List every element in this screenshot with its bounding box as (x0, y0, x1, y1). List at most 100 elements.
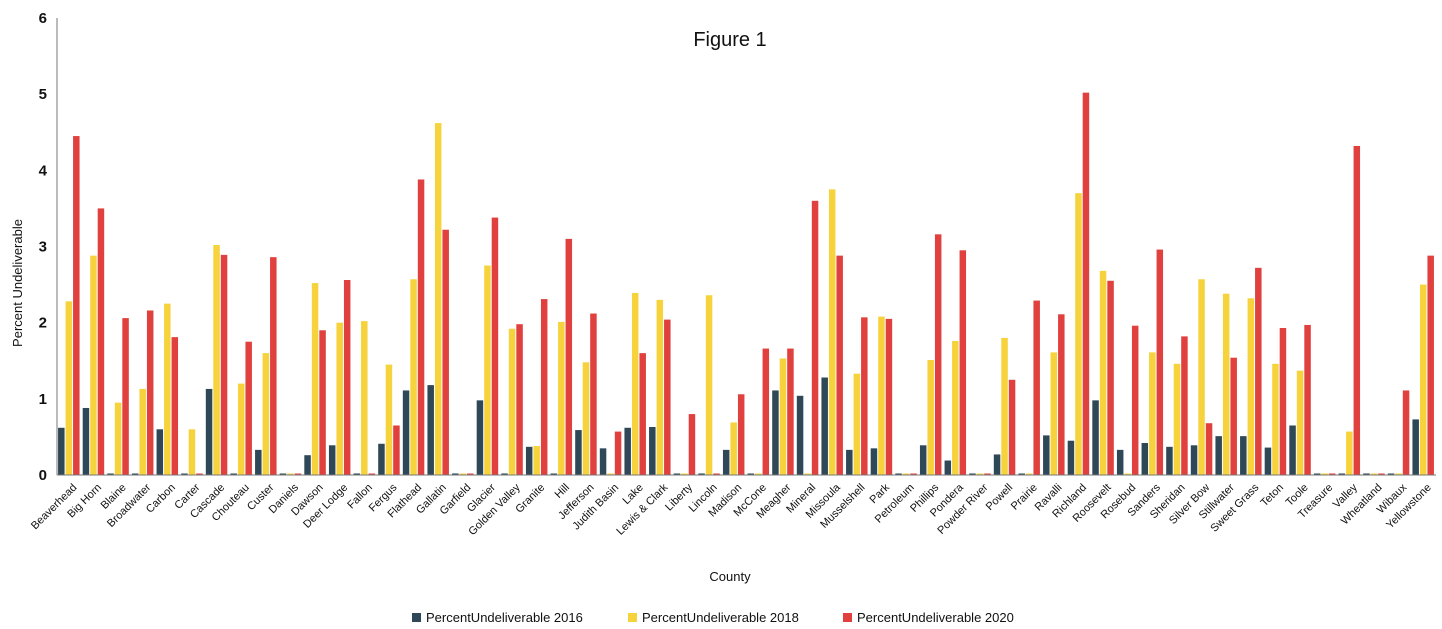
bar (1272, 363, 1279, 475)
bar (467, 473, 474, 475)
bar (1058, 314, 1065, 475)
bar (1321, 473, 1328, 475)
bar (656, 299, 664, 475)
bar (279, 473, 287, 475)
bar (1050, 352, 1058, 475)
bar (607, 473, 614, 475)
bar (304, 455, 311, 475)
bar (139, 388, 146, 475)
bar (1353, 145, 1361, 475)
bar (1222, 293, 1230, 475)
bar (590, 313, 597, 475)
bar (1264, 447, 1272, 475)
bar (188, 429, 196, 475)
bar (639, 353, 646, 475)
bar (1116, 449, 1124, 475)
bar (410, 279, 417, 475)
legend-swatch (412, 613, 421, 622)
bar (688, 414, 696, 475)
bar (1018, 473, 1025, 475)
bar (976, 473, 984, 475)
bar (713, 473, 720, 475)
bar (484, 265, 491, 475)
bar (491, 217, 499, 475)
bar (156, 429, 164, 475)
bar (959, 250, 967, 475)
bar (1043, 435, 1050, 475)
bar (1240, 436, 1247, 475)
bar (287, 473, 294, 475)
bar (361, 321, 368, 475)
bar (582, 362, 590, 475)
bar (1107, 280, 1114, 475)
bar (65, 301, 73, 475)
bar (262, 353, 270, 475)
bar (919, 445, 927, 475)
bar (698, 473, 705, 475)
bar (459, 473, 467, 475)
bar (385, 364, 393, 475)
bar (1124, 473, 1131, 475)
bar (1412, 419, 1419, 475)
bar (1395, 473, 1402, 475)
bar (353, 473, 361, 475)
bar (836, 255, 843, 475)
bar (705, 295, 713, 475)
x-tick-label: Teton (1258, 482, 1286, 510)
bar (902, 473, 910, 475)
bar (1304, 324, 1311, 475)
bar (1149, 352, 1156, 475)
y-tick-label: 0 (39, 467, 47, 484)
bar (245, 341, 252, 475)
bar (393, 425, 400, 475)
bar (895, 473, 902, 475)
bar (755, 473, 762, 475)
bar (934, 234, 942, 475)
bar (58, 427, 65, 475)
bar (737, 394, 745, 475)
bar (664, 319, 671, 475)
bar (944, 460, 952, 475)
bar (1419, 284, 1427, 475)
y-tick-label: 2 (39, 315, 47, 332)
bar (1173, 363, 1181, 475)
bar (846, 449, 853, 475)
bar (255, 449, 262, 475)
x-tick-label: Powell (984, 482, 1015, 513)
bar (1338, 473, 1346, 475)
chart-title: Figure 1 (693, 29, 766, 51)
bar (1131, 325, 1139, 475)
bar (90, 255, 97, 475)
bar (550, 473, 558, 475)
bar (1025, 473, 1033, 475)
bar (525, 446, 533, 475)
y-tick-label: 3 (39, 239, 47, 256)
bar (969, 473, 976, 475)
y-tick-label: 6 (39, 10, 47, 27)
bar (107, 473, 114, 475)
bar (984, 473, 991, 475)
bar (811, 200, 819, 476)
bar (828, 189, 836, 476)
bar (1033, 300, 1040, 475)
bar (1082, 92, 1090, 475)
bar (343, 280, 351, 475)
bar (205, 388, 213, 475)
bar (294, 473, 302, 475)
bar (378, 443, 385, 475)
bar (540, 299, 548, 475)
bar (614, 431, 622, 475)
bar (1427, 255, 1434, 475)
y-tick-label: 1 (39, 391, 47, 408)
bar (1215, 436, 1222, 475)
bar (1346, 431, 1353, 475)
bar (1067, 440, 1075, 475)
bar (762, 348, 770, 475)
bar (1289, 425, 1296, 475)
legend: PercentUndeliverable 2016 PercentUndelive… (412, 610, 1014, 625)
bar (181, 473, 188, 475)
legend-swatch (843, 613, 852, 622)
bar (787, 348, 794, 475)
